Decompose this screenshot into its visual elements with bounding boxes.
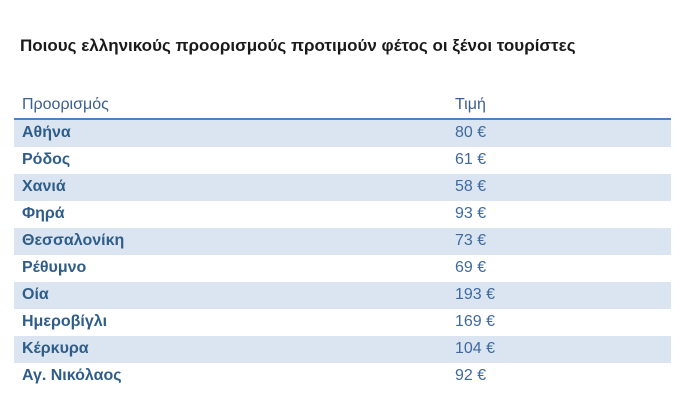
destination-price: 92 € [455,367,487,384]
destination-price: 58 € [455,178,487,195]
destination-name: Ρέθυμνο [22,259,87,276]
table-row: Φηρά 93 € [14,201,671,228]
table-row: Αγ. Νικόλαος 92 € [14,363,671,390]
destination-price: 93 € [455,205,487,222]
table-row: Χανιά 58 € [14,174,671,201]
destination-name: Θεσσαλονίκη [22,232,125,249]
table-row: Ρέθυμνο 69 € [14,255,671,282]
page-title: Ποιους ελληνικούς προορισμούς προτιμούν … [20,36,576,55]
table-row: Ρόδος 61 € [14,147,671,174]
table-row: Ημεροβίγλι 169 € [14,309,671,336]
destination-name: Οία [22,286,49,303]
table-row: Αθήνα 80 € [14,120,671,147]
destination-price: 73 € [455,232,487,249]
destination-name: Κέρκυρα [22,340,89,357]
destination-price: 80 € [455,124,487,141]
table-row: Κέρκυρα 104 € [14,336,671,363]
destination-name: Αθήνα [22,124,71,141]
destination-name: Φηρά [22,205,65,222]
destination-name: Ρόδος [22,151,71,168]
destination-name: Ημεροβίγλι [22,313,108,330]
table-row: Οία 193 € [14,282,671,309]
table-header: Προορισμός Τιμή [14,92,671,120]
destination-price: 69 € [455,259,487,276]
header-destination: Προορισμός [22,96,109,113]
destination-price: 193 € [455,286,496,303]
destination-price: 61 € [455,151,487,168]
destination-name: Αγ. Νικόλαος [22,367,122,384]
header-price: Τιμή [455,96,486,113]
destinations-table: Προορισμός Τιμή Αθήνα 80 € Ρόδος 61 € Χα… [14,92,671,390]
destination-price: 104 € [455,340,496,357]
table-row: Θεσσαλονίκη 73 € [14,228,671,255]
destination-price: 169 € [455,313,496,330]
destination-name: Χανιά [22,178,66,195]
